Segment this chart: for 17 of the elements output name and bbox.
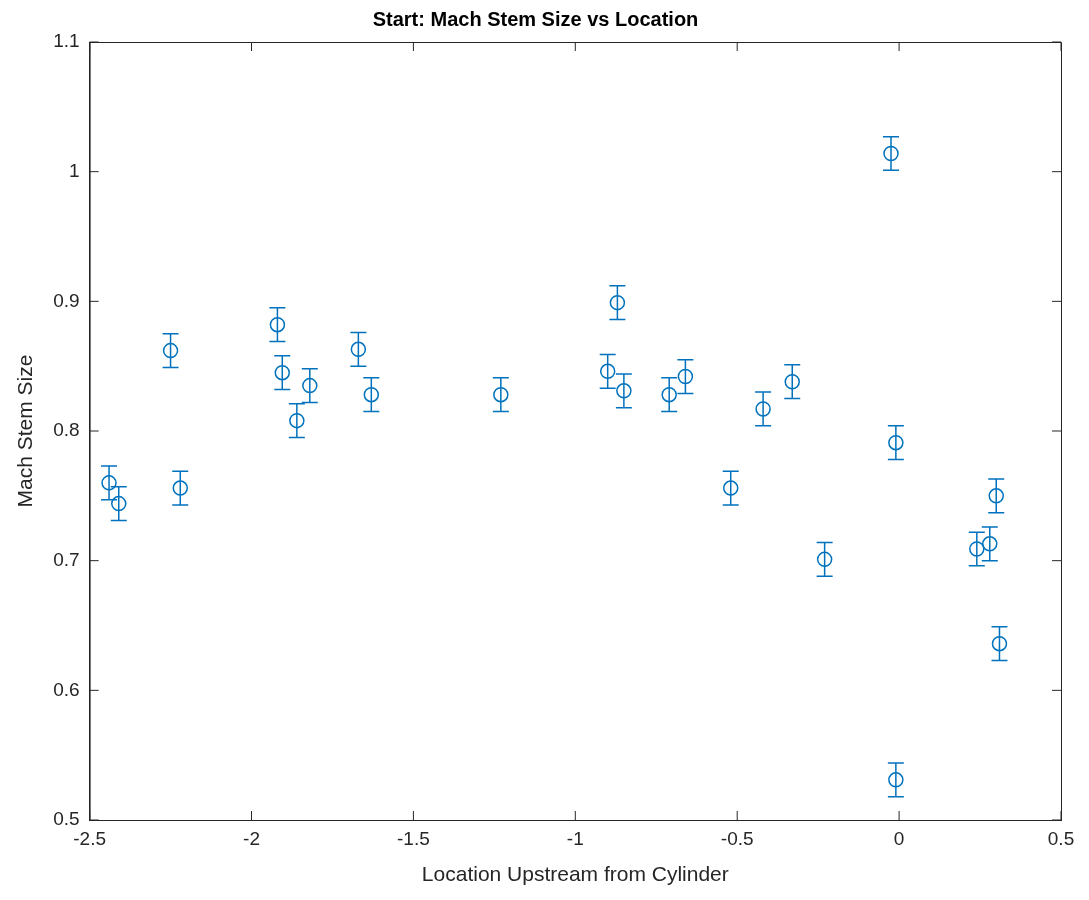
x-tick-label: -2 — [243, 827, 260, 849]
y-tick-label: 0.7 — [53, 548, 80, 570]
y-tick-label: 1 — [69, 159, 80, 181]
y-axis-title: Mach Stem Size — [13, 354, 37, 508]
x-tick-label: 0 — [893, 827, 905, 849]
y-tick-label: 0.6 — [53, 678, 80, 700]
x-tick-label: -1 — [566, 827, 584, 849]
x-tick-label: 0.5 — [1047, 827, 1075, 849]
y-tick-label: 0.9 — [53, 289, 80, 311]
chart-title: Start: Mach Stem Size vs Location — [372, 7, 699, 30]
y-tick-label: 0.8 — [53, 419, 80, 441]
x-tick-label: -2.5 — [73, 827, 106, 849]
y-tick-label: 0.5 — [53, 808, 80, 830]
x-tick-label: -1.5 — [397, 827, 430, 849]
y-tick-label: 1.1 — [53, 30, 80, 52]
x-tick-label: -0.5 — [720, 827, 754, 849]
x-axis-title: Location Upstream from Cylinder — [421, 862, 729, 886]
